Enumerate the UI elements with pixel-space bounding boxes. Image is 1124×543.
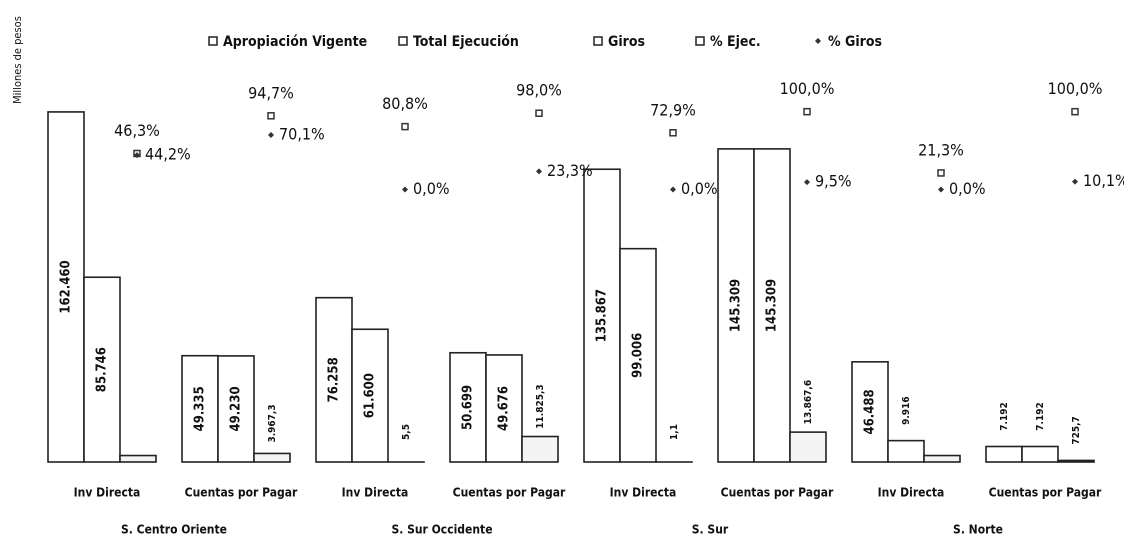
x-tick-label: Cuentas por Pagar xyxy=(721,486,834,500)
data-label: 1,1 xyxy=(669,424,680,440)
marker xyxy=(1071,107,1079,116)
bar xyxy=(119,454,157,463)
data-label: 70,1% xyxy=(279,124,325,143)
data-label: 145.309 xyxy=(729,279,744,332)
data-label: 46,3% xyxy=(114,121,160,140)
data-label: 23,3% xyxy=(547,161,593,180)
x-tick-label: Inv Directa xyxy=(878,486,945,500)
bar xyxy=(83,276,121,463)
data-label: 49.335 xyxy=(193,386,208,431)
x-tick-label: Inv Directa xyxy=(74,486,141,500)
marker xyxy=(938,186,944,193)
marker xyxy=(268,131,274,138)
legend-marker xyxy=(695,36,705,46)
bar xyxy=(753,148,791,463)
marker xyxy=(669,129,677,137)
legend-label: % Ejec. xyxy=(710,34,761,50)
bar xyxy=(315,296,353,463)
marker xyxy=(535,109,543,117)
x-tick-label: Inv Directa xyxy=(342,486,409,500)
marker xyxy=(937,169,945,177)
data-label: 135.867 xyxy=(595,289,610,342)
bar xyxy=(851,361,889,463)
data-label: 9.916 xyxy=(901,396,912,424)
data-label: 0,0% xyxy=(681,179,718,198)
group-label: S. Sur xyxy=(692,523,729,537)
data-label: 100,0% xyxy=(1048,79,1103,98)
data-label: 0,0% xyxy=(413,179,450,198)
marker xyxy=(536,168,542,175)
group-label: S. Sur Occidente xyxy=(391,523,492,537)
bar xyxy=(217,355,255,463)
marker xyxy=(803,107,811,116)
data-label: 44,2% xyxy=(145,145,191,164)
bar xyxy=(181,354,219,463)
data-label: 7.192 xyxy=(1035,402,1046,430)
data-label: 11.825,3 xyxy=(535,384,546,428)
legend-label: % Giros xyxy=(828,34,882,50)
data-label: 7.192 xyxy=(999,402,1010,430)
marker xyxy=(402,186,408,193)
bar xyxy=(923,454,961,463)
legend-marker xyxy=(208,36,218,46)
data-label: 100,0% xyxy=(780,79,835,98)
data-label: 61.600 xyxy=(363,373,378,418)
bar xyxy=(619,247,657,463)
legend-label: Giros xyxy=(608,34,645,50)
marker xyxy=(134,152,140,159)
data-label: 99.006 xyxy=(631,333,646,378)
data-label: 21,3% xyxy=(918,140,964,159)
x-tick-label: Cuentas por Pagar xyxy=(185,486,298,500)
data-label: 98,0% xyxy=(516,81,562,100)
legend-marker xyxy=(398,36,408,46)
data-label: 9,5% xyxy=(815,172,852,191)
legend-label: Apropiación Vigente xyxy=(223,34,367,50)
group-label: S. Norte xyxy=(953,523,1003,537)
data-label: 10,1% xyxy=(1083,171,1124,190)
bar xyxy=(789,431,827,463)
data-label: 76.258 xyxy=(327,357,342,402)
bar xyxy=(485,354,523,463)
x-tick-label: Cuentas por Pagar xyxy=(453,486,566,500)
x-tick-label: Inv Directa xyxy=(610,486,677,500)
data-label: 49.676 xyxy=(497,386,512,431)
marker xyxy=(1072,178,1078,185)
marker xyxy=(267,112,275,120)
data-label: 85.746 xyxy=(95,347,110,392)
bar xyxy=(985,445,1023,463)
bar xyxy=(253,452,291,463)
bar xyxy=(351,328,389,463)
data-label: 80,8% xyxy=(382,94,428,113)
data-label: 46.488 xyxy=(863,389,878,434)
data-label: 0,0% xyxy=(949,179,986,198)
data-label: 162.460 xyxy=(59,260,74,313)
data-label: 3.967,3 xyxy=(267,404,278,442)
group-label: S. Centro Oriente xyxy=(121,523,227,537)
data-label: 94,7% xyxy=(248,83,294,102)
data-label: 72,9% xyxy=(650,100,696,119)
data-label: 725,7 xyxy=(1071,416,1082,444)
x-tick-label: Cuentas por Pagar xyxy=(989,486,1102,500)
data-label: 50.699 xyxy=(461,385,476,430)
bar xyxy=(1021,445,1059,463)
legend-label: Total Ejecución xyxy=(413,34,519,50)
bar xyxy=(583,168,621,463)
marker xyxy=(670,186,676,193)
bar xyxy=(521,435,559,463)
data-label: 5,5 xyxy=(401,424,412,440)
y-axis-label: Millones de pesos xyxy=(11,16,24,104)
marker xyxy=(804,179,810,186)
marker xyxy=(401,122,409,131)
bar xyxy=(47,111,85,463)
bar xyxy=(1057,459,1095,463)
legend-marker xyxy=(815,38,821,44)
bar xyxy=(887,439,925,463)
data-label: 13.867,6 xyxy=(803,380,814,424)
data-label: 49.230 xyxy=(229,386,244,431)
data-label: 145.309 xyxy=(765,279,780,332)
bar xyxy=(717,148,755,463)
legend-marker xyxy=(593,36,603,46)
